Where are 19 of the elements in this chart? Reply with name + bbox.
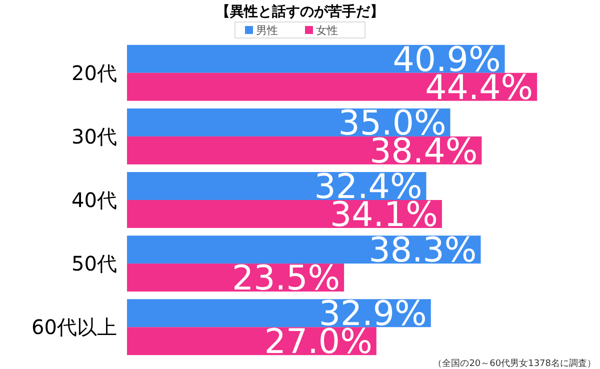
bar [127, 299, 431, 328]
bar [127, 108, 450, 136]
y-tick-label: 20代 [72, 60, 117, 85]
y-tick-label: 60代以上 [32, 315, 117, 340]
y-tick-label: 40代 [72, 188, 117, 212]
bar [127, 72, 538, 101]
legend-label: 女性 [316, 24, 338, 37]
y-tick-label: 30代 [72, 124, 117, 148]
data-label: 23.5% [232, 258, 340, 299]
legend-label: 男性 [256, 24, 278, 37]
data-label: 38.3% [368, 230, 477, 271]
y-tick-label: 50代 [72, 252, 117, 276]
text: （全国の20～60代男女1378名に調査） [433, 358, 596, 369]
chart-title: 【異性と話すのが苦手だ】 [216, 3, 384, 20]
bar [127, 236, 481, 264]
bar [127, 44, 505, 73]
bar [127, 136, 482, 164]
bar [127, 200, 442, 228]
bar [127, 172, 426, 200]
